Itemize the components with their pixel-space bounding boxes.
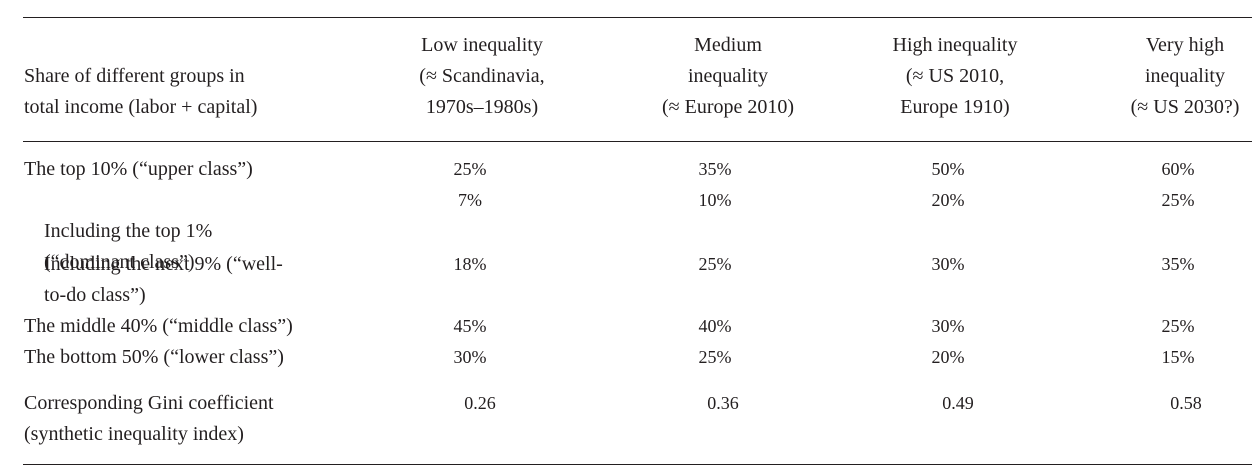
cell-top-10-high: 50% [931,159,965,179]
row-label-gini: Corresponding Gini coefficient (syntheti… [24,392,274,445]
row-label-top-1-text: Including the top 1% (“dominant class”) [44,220,213,273]
row-label-middle-40: The middle 40% (“middle class”) [24,315,293,337]
cell-top-1-high: 20% [931,190,965,210]
cell-middle-40-medium: 40% [698,316,732,336]
row-label-bottom-50: The bottom 50% (“lower class”) [24,346,284,368]
cell-gini-low: 0.26 [464,393,496,413]
column-header-medium-inequality: Medium inequality (≈ Europe 2010) [661,34,795,118]
cell-bottom-50-very-high: 15% [1161,347,1195,367]
cell-gini-very-high: 0.58 [1170,393,1202,413]
table-top-rule [23,17,1252,18]
cell-next-9-medium: 25% [698,254,732,274]
cell-gini-high: 0.49 [942,393,974,413]
cell-top-1-medium: 10% [698,190,732,210]
cell-bottom-50-medium: 25% [698,347,732,367]
cell-top-10-very-high: 60% [1161,159,1195,179]
table-bottom-rule [23,464,1252,465]
header-divider-rule [23,141,1252,142]
cell-next-9-very-high: 35% [1161,254,1195,274]
row-header: Share of different groups in total incom… [24,65,258,118]
cell-top-1-low: 7% [458,190,482,210]
cell-middle-40-low: 45% [453,316,487,336]
cell-next-9-high: 30% [931,254,965,274]
cell-bottom-50-low: 30% [453,347,487,367]
cell-next-9-low: 18% [453,254,487,274]
cell-top-1-very-high: 25% [1161,190,1195,210]
row-label-next-9: Including the next 9% (“well- to-do clas… [44,253,283,306]
row-label-top-1: Including the top 1% (“dominant class”) [44,185,212,309]
cell-top-10-medium: 35% [698,159,732,179]
cell-bottom-50-high: 20% [931,347,965,367]
column-header-low-inequality: Low inequality (≈ Scandinavia, 1970s–198… [419,34,545,118]
cell-middle-40-very-high: 25% [1161,316,1195,336]
cell-gini-medium: 0.36 [707,393,739,413]
row-label-top-10: The top 10% (“upper class”) [24,158,253,180]
cell-middle-40-high: 30% [931,316,965,336]
column-header-very-high-inequality: Very high inequality (≈ US 2030?) [1130,34,1240,118]
cell-top-10-low: 25% [453,159,487,179]
column-header-high-inequality: High inequality (≈ US 2010, Europe 1910) [892,34,1018,118]
